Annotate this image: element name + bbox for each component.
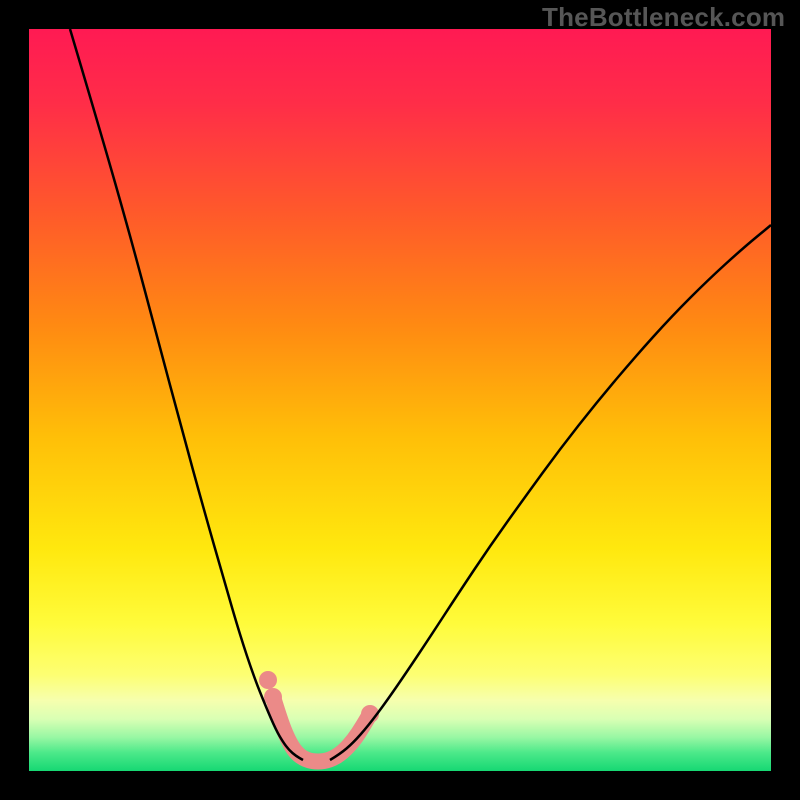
bottleneck-band <box>273 697 370 762</box>
bottleneck-dot <box>259 671 277 689</box>
chart-overlay <box>0 0 800 800</box>
curve-left <box>70 29 303 760</box>
curve-right <box>330 225 771 760</box>
bottleneck-dot <box>264 688 282 706</box>
